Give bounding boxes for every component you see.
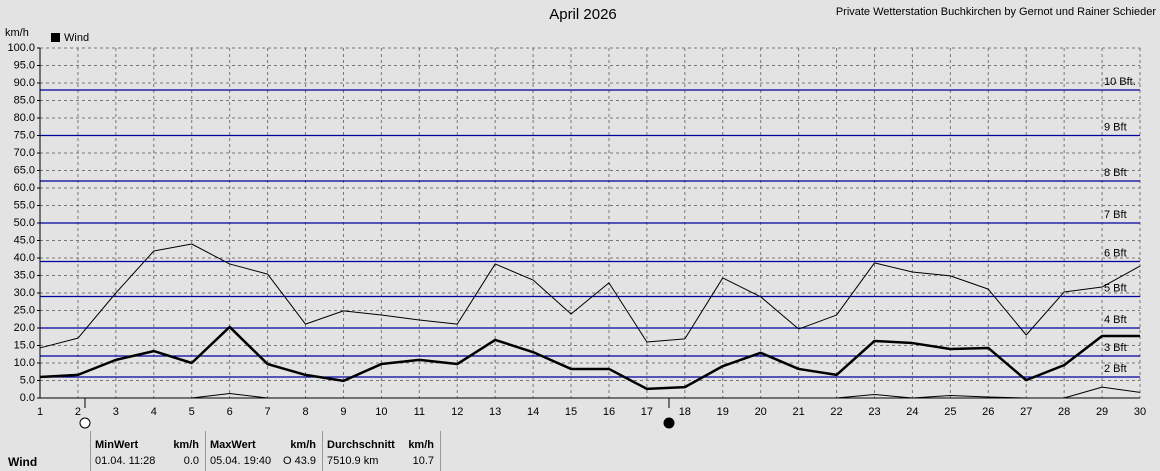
y-tick-label: 75.0 xyxy=(14,129,35,141)
x-tick-label: 17 xyxy=(641,406,653,418)
y-tick-label: 100.0 xyxy=(7,42,35,54)
beaufort-label: 7 Bft xyxy=(1104,209,1127,221)
series-line xyxy=(40,386,1141,399)
beaufort-label: 10 Bft. xyxy=(1104,76,1136,88)
y-tick-label: 35.0 xyxy=(14,269,35,281)
x-tick-label: 23 xyxy=(868,406,880,418)
beaufort-label: 2 Bft xyxy=(1104,363,1127,375)
x-tick-label: 22 xyxy=(830,406,842,418)
x-tick-label: 1 xyxy=(37,406,43,418)
full-moon-icon xyxy=(79,417,91,429)
summary-value: O 43.9 xyxy=(282,455,316,467)
x-tick-label: 7 xyxy=(265,406,271,418)
y-tick-label: 80.0 xyxy=(14,112,35,124)
summary-unit: km/h xyxy=(290,439,316,451)
x-tick-label: 24 xyxy=(906,406,918,418)
x-tick-label: 11 xyxy=(414,406,425,418)
x-tick-label: 16 xyxy=(603,406,615,418)
chart: April 2026 Private Wetterstation Buchkir… xyxy=(5,6,1157,429)
summary-value: 0.0 xyxy=(183,455,199,467)
legend: Wind xyxy=(51,32,89,44)
beaufort-label: 6 Bft xyxy=(1104,247,1127,259)
y-tick-label: 25.0 xyxy=(14,304,35,316)
beaufort-label: 3 Bft xyxy=(1104,342,1127,354)
legend-label: Wind xyxy=(64,32,89,44)
x-tick-label: 13 xyxy=(489,406,501,418)
summary-border xyxy=(440,431,441,471)
x-tick-label: 21 xyxy=(792,406,804,418)
x-tick-label: 4 xyxy=(151,406,157,418)
y-tick-label: 15.0 xyxy=(14,339,35,351)
beaufort-label: 4 Bft xyxy=(1104,314,1127,326)
y-tick-label: 45.0 xyxy=(14,234,35,246)
summary-cell: MaxWert km/h 05.04. 19:40 O 43.9 xyxy=(205,431,322,471)
x-tick-label: 15 xyxy=(565,406,577,418)
summary-header: Durchschnitt xyxy=(327,439,395,451)
series-line xyxy=(39,325,1140,391)
axes: 0.0 5.0 10.0 15.0 20.0 25.0 30.0 35.0 40.0 45.0 50… xyxy=(7,42,1146,418)
y-tick-label: 10.0 xyxy=(14,357,35,369)
x-tick-label: 8 xyxy=(302,406,308,418)
y-axis-label: km/h xyxy=(5,27,29,39)
x-tick-label: 27 xyxy=(1020,406,1032,418)
summary-date: 05.04. 19:40 xyxy=(210,455,272,467)
y-tick-label: 50.0 xyxy=(14,217,35,229)
new-moon-icon xyxy=(663,417,675,429)
x-tick-label: 14 xyxy=(527,406,539,418)
summary-date: 01.04. 11:28 xyxy=(95,455,156,467)
x-tick-label: 2 xyxy=(75,406,81,418)
x-tick-label: 30 xyxy=(1134,406,1146,418)
x-tick-label: 20 xyxy=(755,406,767,418)
series-line xyxy=(39,243,1141,349)
x-tick-label: 19 xyxy=(717,406,729,418)
chart-subtitle: Private Wetterstation Buchkirchen by Ger… xyxy=(836,6,1157,18)
legend-swatch xyxy=(51,33,60,42)
x-tick-label: 9 xyxy=(340,406,346,418)
x-tick-label: 10 xyxy=(375,406,387,418)
lines xyxy=(39,243,1141,399)
summary-header: MaxWert xyxy=(210,439,256,451)
x-tick-label: 12 xyxy=(451,406,463,418)
summary-table: Wind MinWert km/h 01.04. 11:28 0.0 MaxWert km… xyxy=(0,431,1160,471)
x-tick-label: 6 xyxy=(227,406,233,418)
y-tick-label: 90.0 xyxy=(14,77,35,89)
summary-date: 7510.9 km xyxy=(327,455,379,467)
x-tick-label: 25 xyxy=(944,406,956,418)
chart-title: April 2026 xyxy=(549,6,617,23)
y-tick-label: 40.0 xyxy=(14,252,35,264)
summary-cell: MinWert km/h 01.04. 11:28 0.0 xyxy=(90,431,205,471)
x-tick-label: 26 xyxy=(982,406,994,418)
reference-lines: 2 Bft 3 Bft 4 Bft 5 Bft 6 Bft 7 Bft 8 Bft 9 Bft… xyxy=(40,76,1140,378)
y-tick-label: 20.0 xyxy=(14,322,35,334)
summary-label: Wind xyxy=(8,455,38,469)
x-tick-label: 29 xyxy=(1096,406,1108,418)
y-tick-label: 85.0 xyxy=(14,94,35,106)
y-tick-label: 95.0 xyxy=(14,59,35,71)
y-tick-label: 60.0 xyxy=(14,182,35,194)
y-tick-label: 70.0 xyxy=(14,147,35,159)
x-tick-label: 28 xyxy=(1058,406,1070,418)
summary-header: MinWert xyxy=(95,439,139,451)
x-tick-label: 3 xyxy=(113,406,119,418)
y-tick-label: 5.0 xyxy=(20,374,35,386)
y-tick-label: 0.0 xyxy=(20,392,35,404)
y-tick-label: 65.0 xyxy=(14,164,35,176)
summary-cell: Durchschnitt km/h 7510.9 km 10.7 xyxy=(322,431,440,471)
x-tick-label: 18 xyxy=(679,406,691,418)
beaufort-label: 8 Bft xyxy=(1104,167,1127,179)
beaufort-label: 9 Bft xyxy=(1104,121,1127,133)
y-tick-label: 30.0 xyxy=(14,287,35,299)
y-tick-label: 55.0 xyxy=(14,199,35,211)
beaufort-label: 5 Bft xyxy=(1104,282,1127,294)
x-tick-label: 5 xyxy=(189,406,195,418)
summary-unit: km/h xyxy=(173,439,199,451)
summary-value: 10.7 xyxy=(412,455,434,467)
summary-unit: km/h xyxy=(408,439,434,451)
